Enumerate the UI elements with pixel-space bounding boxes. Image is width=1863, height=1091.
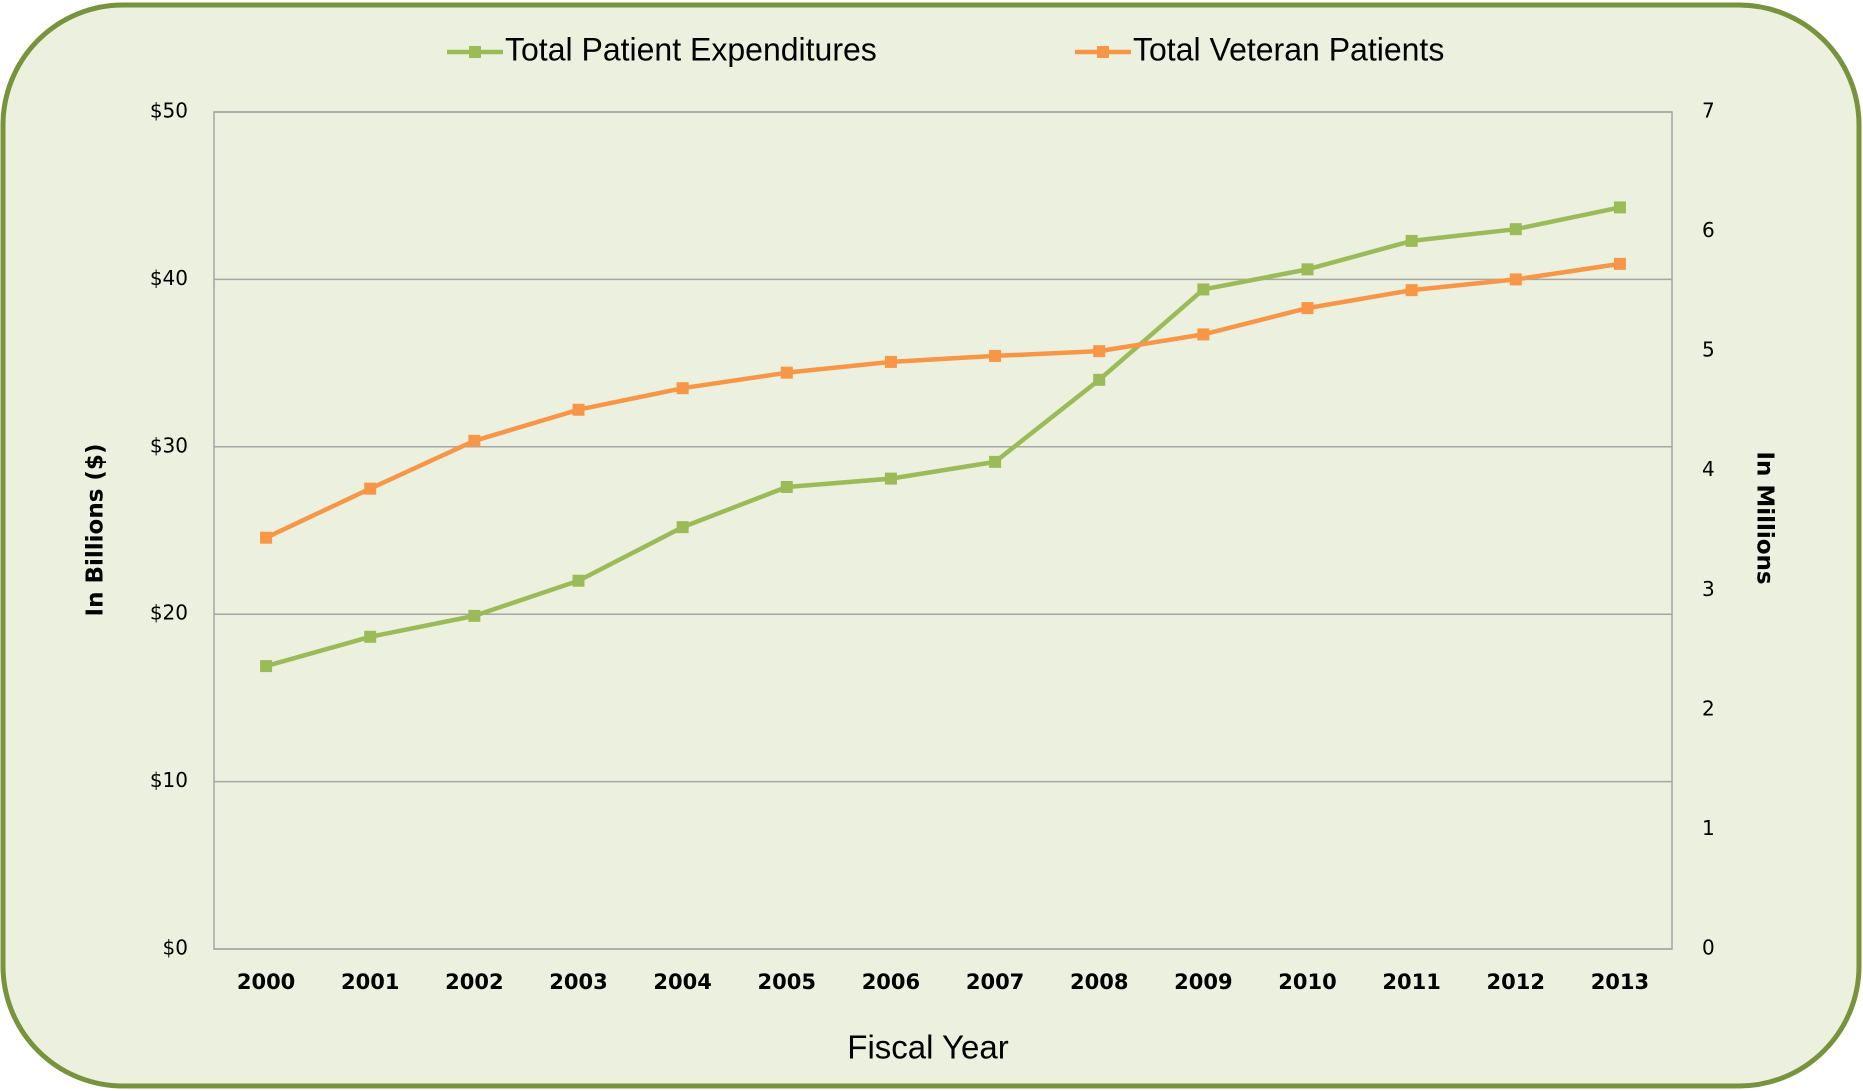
x-tick-label: 2011 (1382, 970, 1440, 994)
x-tick-label: 2004 (653, 970, 711, 994)
y2-tick-label: 3 (1702, 577, 1715, 601)
data-point (468, 609, 481, 622)
y2-tick-label: 0 (1702, 936, 1715, 960)
y2-tick-label: 5 (1702, 338, 1715, 362)
x-tick-label: 2012 (1487, 970, 1545, 994)
data-point (676, 382, 689, 395)
y2-tick-label: 4 (1702, 457, 1715, 481)
data-point (468, 434, 481, 447)
data-point (1301, 302, 1314, 315)
data-point (1613, 257, 1626, 270)
data-point (780, 480, 793, 493)
x-tick-label: 2010 (1278, 970, 1336, 994)
y2-axis-label: In Millions (1752, 451, 1778, 584)
series-line (265, 261, 1621, 540)
y-tick-label: $50 (150, 99, 188, 123)
data-point (884, 472, 897, 485)
x-tick-label: 2006 (862, 970, 920, 994)
data-point (1613, 201, 1626, 214)
data-point (1509, 273, 1522, 286)
series-line (265, 205, 1621, 669)
data-point (364, 482, 377, 495)
legend-label: Total Patient Expenditures (505, 31, 877, 67)
x-tick-label: 2009 (1174, 970, 1232, 994)
data-point (884, 355, 897, 368)
data-point (1405, 284, 1418, 297)
data-point (1197, 328, 1210, 341)
data-point (989, 455, 1002, 468)
y-tick-label: $20 (150, 601, 188, 625)
x-tick-label: 2003 (549, 970, 607, 994)
x-tick-label: 2005 (758, 970, 816, 994)
y-tick-label: $30 (150, 433, 188, 457)
y-tick-label: $10 (150, 768, 188, 792)
data-point (780, 366, 793, 379)
data-point (676, 521, 689, 534)
legend-marker (469, 46, 481, 58)
data-point (1405, 234, 1418, 247)
data-point (1509, 223, 1522, 236)
y2-tick-label: 7 (1702, 99, 1715, 123)
legend-label: Total Veteran Patients (1133, 31, 1444, 67)
y-tick-label: $40 (150, 266, 188, 290)
y-tick-label: $0 (163, 936, 188, 960)
data-point (260, 531, 273, 544)
data-point (1197, 283, 1210, 296)
data-point (572, 403, 585, 416)
data-point (364, 630, 377, 643)
data-point (1093, 373, 1106, 386)
data-point (572, 574, 585, 587)
x-tick-label: 2007 (966, 970, 1024, 994)
x-axis-label: Fiscal Year (847, 1029, 1008, 1066)
x-tick-label: 2013 (1591, 970, 1649, 994)
x-tick-label: 2008 (1070, 970, 1128, 994)
data-point (1093, 345, 1106, 358)
x-tick-label: 2000 (237, 970, 295, 994)
data-point (260, 660, 273, 673)
data-point (989, 349, 1002, 362)
x-tick-label: 2001 (341, 970, 399, 994)
y-axis-label: In Billions ($) (83, 444, 109, 617)
y2-tick-label: 2 (1702, 696, 1715, 720)
x-tick-label: 2002 (445, 970, 503, 994)
y2-tick-label: 1 (1702, 816, 1715, 840)
y2-tick-label: 6 (1702, 218, 1715, 242)
legend-marker (1097, 46, 1109, 58)
data-point (1301, 263, 1314, 276)
